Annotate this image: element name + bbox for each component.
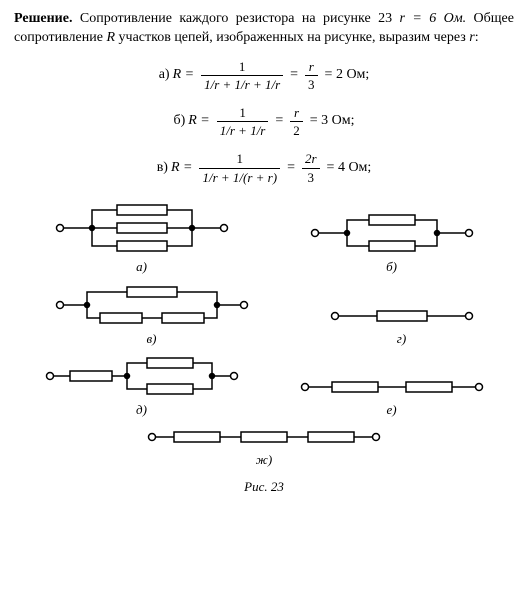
diagram-row-3: д) е) [14, 353, 514, 419]
eq-b-mid: = [275, 112, 283, 131]
eq-a-den2: 3 [305, 76, 318, 94]
eq-v-lhs: R = [171, 159, 193, 178]
eq-b-den2: 2 [290, 122, 303, 140]
eq-v-den2: 3 [302, 169, 320, 187]
circuit-a [52, 200, 232, 256]
equation-b: б) R = 11/r + 1/r = r2 = 3 Ом; [14, 104, 514, 140]
circuit-b [307, 210, 477, 256]
equation-a: а) R = 11/r + 1/r + 1/r = r3 = 2 Ом; [14, 58, 514, 94]
intro-t1: Сопротивление каждого резистора на рисун… [72, 11, 399, 26]
diagram-row-2: в) г) [14, 282, 514, 348]
eq-v-num1: 1 [199, 150, 280, 169]
circuit-d [42, 353, 242, 399]
intro-t3: участков цепей, изображенных на рисунке,… [115, 30, 469, 45]
eq-b-rhs: = 3 Ом; [310, 112, 355, 131]
eq-v-mid: = [287, 159, 295, 178]
eq-v-num2: 2r [302, 150, 320, 169]
solution-label: Решение. [14, 11, 72, 26]
circuit-v [52, 282, 252, 328]
equation-v: в) R = 11/r + 1/(r + r) = 2r3 = 4 Ом; [14, 150, 514, 186]
label-g: г) [397, 330, 406, 348]
eq-a-rhs: = 2 Ом; [325, 66, 370, 85]
eq-a-den1: 1/r + 1/r + 1/r [201, 76, 283, 94]
label-e: е) [386, 401, 396, 419]
eq-b-num1: 1 [217, 104, 269, 123]
eq-v-rhs: = 4 Ом; [327, 159, 372, 178]
eq-b-num2: r [290, 104, 303, 123]
label-zh: ж) [256, 451, 272, 469]
eq-a-label: а) [159, 66, 170, 85]
circuit-e [297, 375, 487, 399]
circuit-zh [144, 425, 384, 449]
label-b: б) [386, 258, 397, 276]
diagram-row-1: а) б) [14, 200, 514, 276]
solution-paragraph: Решение. Сопротивление каждого резистора… [14, 10, 514, 48]
intro-colon: : [475, 30, 479, 45]
eq-a-num1: 1 [201, 58, 283, 77]
eq-a-num2: r [305, 58, 318, 77]
eq-b-lhs: R = [188, 112, 210, 131]
eq-v-den1: 1/r + 1/(r + r) [199, 169, 280, 187]
eq-b-den1: 1/r + 1/r [217, 122, 269, 140]
diagram-row-4: ж) [14, 425, 514, 469]
figure-caption: Рис. 23 [244, 478, 284, 496]
label-d: д) [136, 401, 147, 419]
label-v: в) [147, 330, 157, 348]
figure-23: а) б) [14, 200, 514, 496]
intro-R: R [106, 30, 115, 45]
eq-a-lhs: R = [173, 66, 195, 85]
intro-req: r = 6 Ом. [400, 11, 467, 26]
eq-v-label: в) [157, 159, 168, 178]
eq-a-mid: = [290, 66, 298, 85]
eq-b-label: б) [173, 112, 185, 131]
label-a: а) [136, 258, 147, 276]
circuit-g [327, 304, 477, 328]
